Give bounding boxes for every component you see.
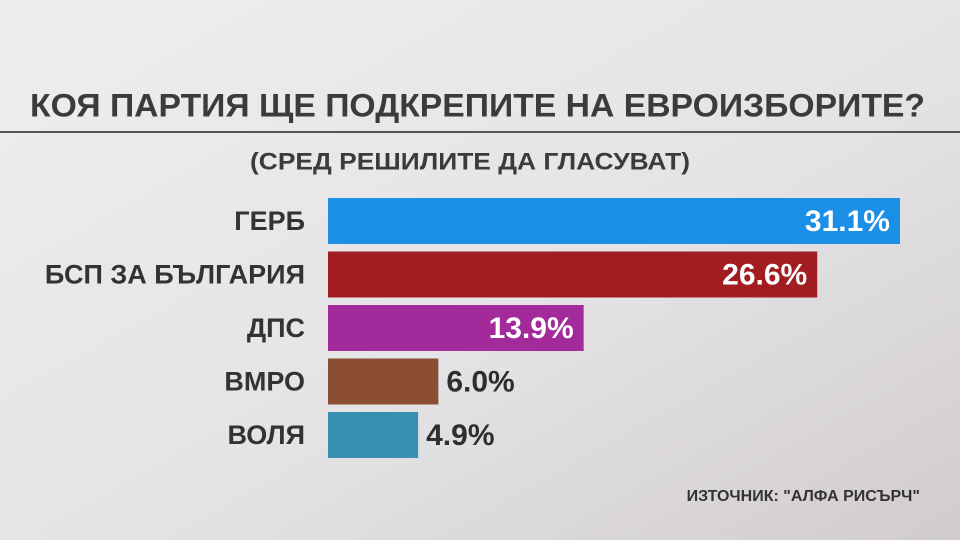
bar (328, 358, 439, 405)
bar (328, 251, 818, 298)
value-label: 4.9% (426, 419, 494, 452)
value-label: 31.1% (805, 205, 890, 238)
source: ИЗТОЧНИК: "АЛФА РИСЪРЧ" (687, 488, 920, 505)
category-label: БСП ЗА БЪЛГАРИЯ (45, 260, 305, 290)
category-label: ГЕРБ (234, 206, 305, 236)
value-label: 13.9% (489, 312, 574, 345)
chart-subtitle: (СРЕД РЕШИЛИТЕ ДА ГЛАСУВАТ) (250, 148, 690, 175)
value-label: 26.6% (722, 258, 807, 291)
category-label: ВМРО (224, 367, 305, 397)
category-label: ВОЛЯ (227, 420, 305, 450)
bar (328, 198, 900, 244)
chart-title: КОЯ ПАРТИЯ ЩЕ ПОДКРЕПИТЕ НА ЕВРОИЗБОРИТЕ… (30, 87, 925, 123)
category-label: ДПС (247, 313, 305, 343)
bar (328, 412, 419, 458)
value-label: 6.0% (446, 365, 514, 398)
bar (328, 305, 584, 351)
